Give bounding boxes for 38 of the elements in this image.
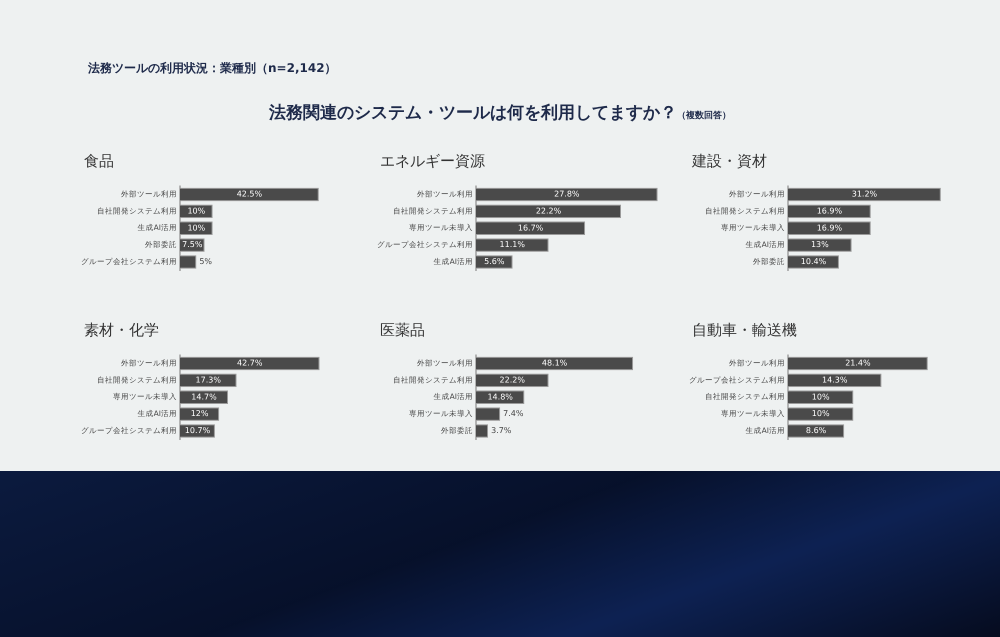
data-label: 27.8% <box>554 190 580 199</box>
data-label: 48.1% <box>542 358 568 368</box>
data-label: 17.3% <box>196 375 222 384</box>
data-label: 5% <box>199 257 212 266</box>
data-label: 31.2% <box>852 190 878 199</box>
data-label: 14.8% <box>487 392 514 402</box>
data-label: 10% <box>812 392 830 402</box>
data-label: 22.2% <box>536 206 562 216</box>
chart-title: 自動車・輸送機 <box>692 321 797 340</box>
text: 法務ツールの利用状況：業種別（n=2,142） <box>88 60 337 77</box>
chart-title: 医薬品 <box>380 321 425 340</box>
data-label: 14.3% <box>822 375 848 384</box>
data-label: 10% <box>187 223 206 232</box>
data-label: 10% <box>187 206 206 216</box>
chart-title: 建設・資材 <box>692 152 767 171</box>
data-label: 10.7% <box>184 426 211 436</box>
data-label: 13% <box>810 240 830 250</box>
data-label: 14.7% <box>191 392 218 402</box>
data-label: 8.6% <box>806 426 827 436</box>
data-label: 16.9% <box>816 206 843 216</box>
data-label: 3.7% <box>491 426 512 436</box>
data-label: 10.4% <box>800 257 827 266</box>
data-label: 11.1% <box>500 240 526 250</box>
chart-title: エネルギー資源 <box>380 152 485 171</box>
data-label: 21.4% <box>845 358 872 368</box>
data-label: 42.7% <box>237 358 263 368</box>
data-label: 22.2% <box>500 375 526 384</box>
chart-title: 食品 <box>84 152 114 171</box>
data-label: 5.6% <box>484 257 505 266</box>
text: （複数回答） <box>677 111 731 121</box>
data-label: 10% <box>812 409 830 418</box>
data-label: 42.5% <box>236 190 263 199</box>
data-label: 16.9% <box>816 223 843 232</box>
chart-title: 素材・化学 <box>84 321 159 340</box>
data-label: 7.5% <box>182 240 203 250</box>
data-label: 16.7% <box>518 223 544 232</box>
data-label: 7.4% <box>503 409 524 418</box>
data-label: 12% <box>190 409 209 418</box>
